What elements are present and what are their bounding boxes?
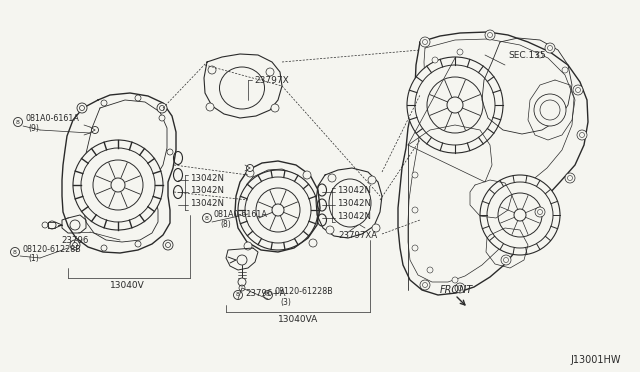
Text: 13042N: 13042N [190, 173, 224, 183]
Text: 8: 8 [236, 292, 240, 298]
Text: 13040V: 13040V [110, 280, 145, 289]
Circle shape [309, 239, 317, 247]
Text: 8: 8 [16, 119, 20, 125]
Circle shape [545, 43, 555, 53]
Circle shape [534, 94, 566, 126]
Circle shape [368, 176, 376, 184]
Circle shape [208, 66, 216, 74]
Circle shape [480, 175, 560, 255]
Text: 23797XA: 23797XA [338, 231, 377, 240]
Circle shape [573, 85, 583, 95]
Circle shape [135, 241, 141, 247]
Text: 08120-61228B: 08120-61228B [275, 288, 333, 296]
Text: 23797X: 23797X [254, 76, 289, 84]
Circle shape [266, 68, 274, 76]
Circle shape [407, 57, 503, 153]
Text: 081A0-6161A: 081A0-6161A [25, 113, 79, 122]
Circle shape [427, 267, 433, 273]
Circle shape [70, 240, 80, 250]
Circle shape [432, 57, 438, 63]
Circle shape [326, 226, 334, 234]
Circle shape [535, 207, 545, 217]
Circle shape [70, 220, 80, 230]
Text: 13042N: 13042N [190, 186, 224, 195]
Circle shape [101, 100, 107, 106]
Text: 8: 8 [13, 250, 17, 254]
Circle shape [101, 245, 107, 251]
Circle shape [238, 278, 246, 286]
Text: 8: 8 [205, 215, 209, 221]
Circle shape [163, 240, 173, 250]
Circle shape [412, 207, 418, 213]
Circle shape [420, 37, 430, 47]
Text: 8: 8 [266, 292, 270, 298]
Circle shape [577, 130, 587, 140]
Text: 13042N: 13042N [337, 212, 371, 221]
Text: (3): (3) [280, 298, 291, 307]
Circle shape [412, 172, 418, 178]
Circle shape [244, 242, 252, 250]
Circle shape [238, 170, 318, 250]
Circle shape [167, 149, 173, 155]
Circle shape [48, 221, 56, 229]
Circle shape [562, 67, 568, 73]
Text: 13042N: 13042N [337, 199, 371, 208]
Text: 13040VA: 13040VA [278, 315, 318, 324]
Text: 23796+A: 23796+A [245, 289, 285, 298]
Text: 23796: 23796 [61, 235, 88, 244]
Circle shape [271, 104, 279, 112]
Circle shape [246, 169, 254, 177]
Circle shape [372, 224, 380, 232]
Circle shape [455, 283, 465, 293]
Circle shape [92, 126, 99, 134]
Circle shape [159, 115, 165, 121]
Text: FRONT: FRONT [440, 285, 473, 295]
Circle shape [565, 173, 575, 183]
Text: 13042N: 13042N [190, 199, 224, 208]
Circle shape [135, 95, 141, 101]
Circle shape [157, 103, 167, 113]
Circle shape [501, 255, 511, 265]
Text: 13042N: 13042N [337, 186, 371, 195]
Circle shape [412, 245, 418, 251]
Text: (1): (1) [28, 254, 39, 263]
Text: 081A0-6161A: 081A0-6161A [214, 209, 268, 218]
Circle shape [77, 103, 87, 113]
Text: (8): (8) [220, 219, 231, 228]
Circle shape [246, 164, 253, 171]
Circle shape [420, 280, 430, 290]
Circle shape [206, 103, 214, 111]
Text: 08120-61228B: 08120-61228B [22, 244, 81, 253]
Circle shape [237, 255, 247, 265]
Circle shape [457, 49, 463, 55]
Circle shape [452, 277, 458, 283]
Circle shape [537, 52, 543, 58]
Text: (9): (9) [28, 124, 39, 132]
Text: SEC.135: SEC.135 [508, 51, 546, 60]
Text: J13001HW: J13001HW [570, 355, 621, 365]
Circle shape [328, 174, 336, 182]
Circle shape [73, 140, 163, 230]
Circle shape [485, 30, 495, 40]
Circle shape [303, 171, 311, 179]
